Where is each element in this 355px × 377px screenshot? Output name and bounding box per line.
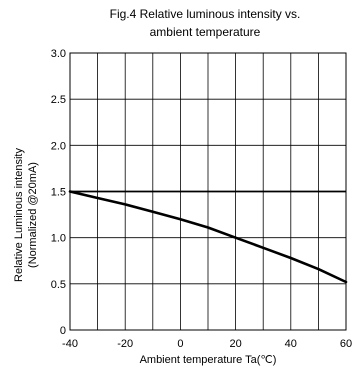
plot-frame [69,52,347,331]
y-tick-label: 0 [60,325,66,337]
x-tick-label: 60 [340,338,352,350]
x-tick-label: 40 [285,338,297,350]
series-line-0 [68,190,348,284]
x-tick-labels: -40 -20 0 20 40 60 [62,338,352,350]
x-tick-label: -40 [62,338,78,350]
y-tick-label: 1.0 [51,233,66,245]
y-tick-labels: 0 0.5 1.0 1.5 2.0 2.5 3.0 [51,48,66,337]
y-tick-label: 2.0 [51,140,66,152]
y-tick-label: 3.0 [51,48,66,60]
y-tick-label: 1.5 [51,187,66,199]
x-axis-label: Ambient temperature Ta(℃) [140,354,277,366]
y-tick-label: 2.5 [51,94,66,106]
series-group [68,190,348,284]
x-tick-label: 0 [177,338,183,350]
chart-title-line-1: Fig.4 Relative luminous intensity vs. [110,7,301,21]
chart-title-line-2: ambient temperature [150,25,261,39]
x-tick-label: 20 [229,338,241,350]
y-axis-label-line-2: (Normalized @20mA) [27,162,39,268]
x-tick-label: -20 [117,338,133,350]
y-tick-label: 0.5 [51,279,66,291]
y-axis-label-line-1: Relative Luminous intensity [13,148,25,282]
